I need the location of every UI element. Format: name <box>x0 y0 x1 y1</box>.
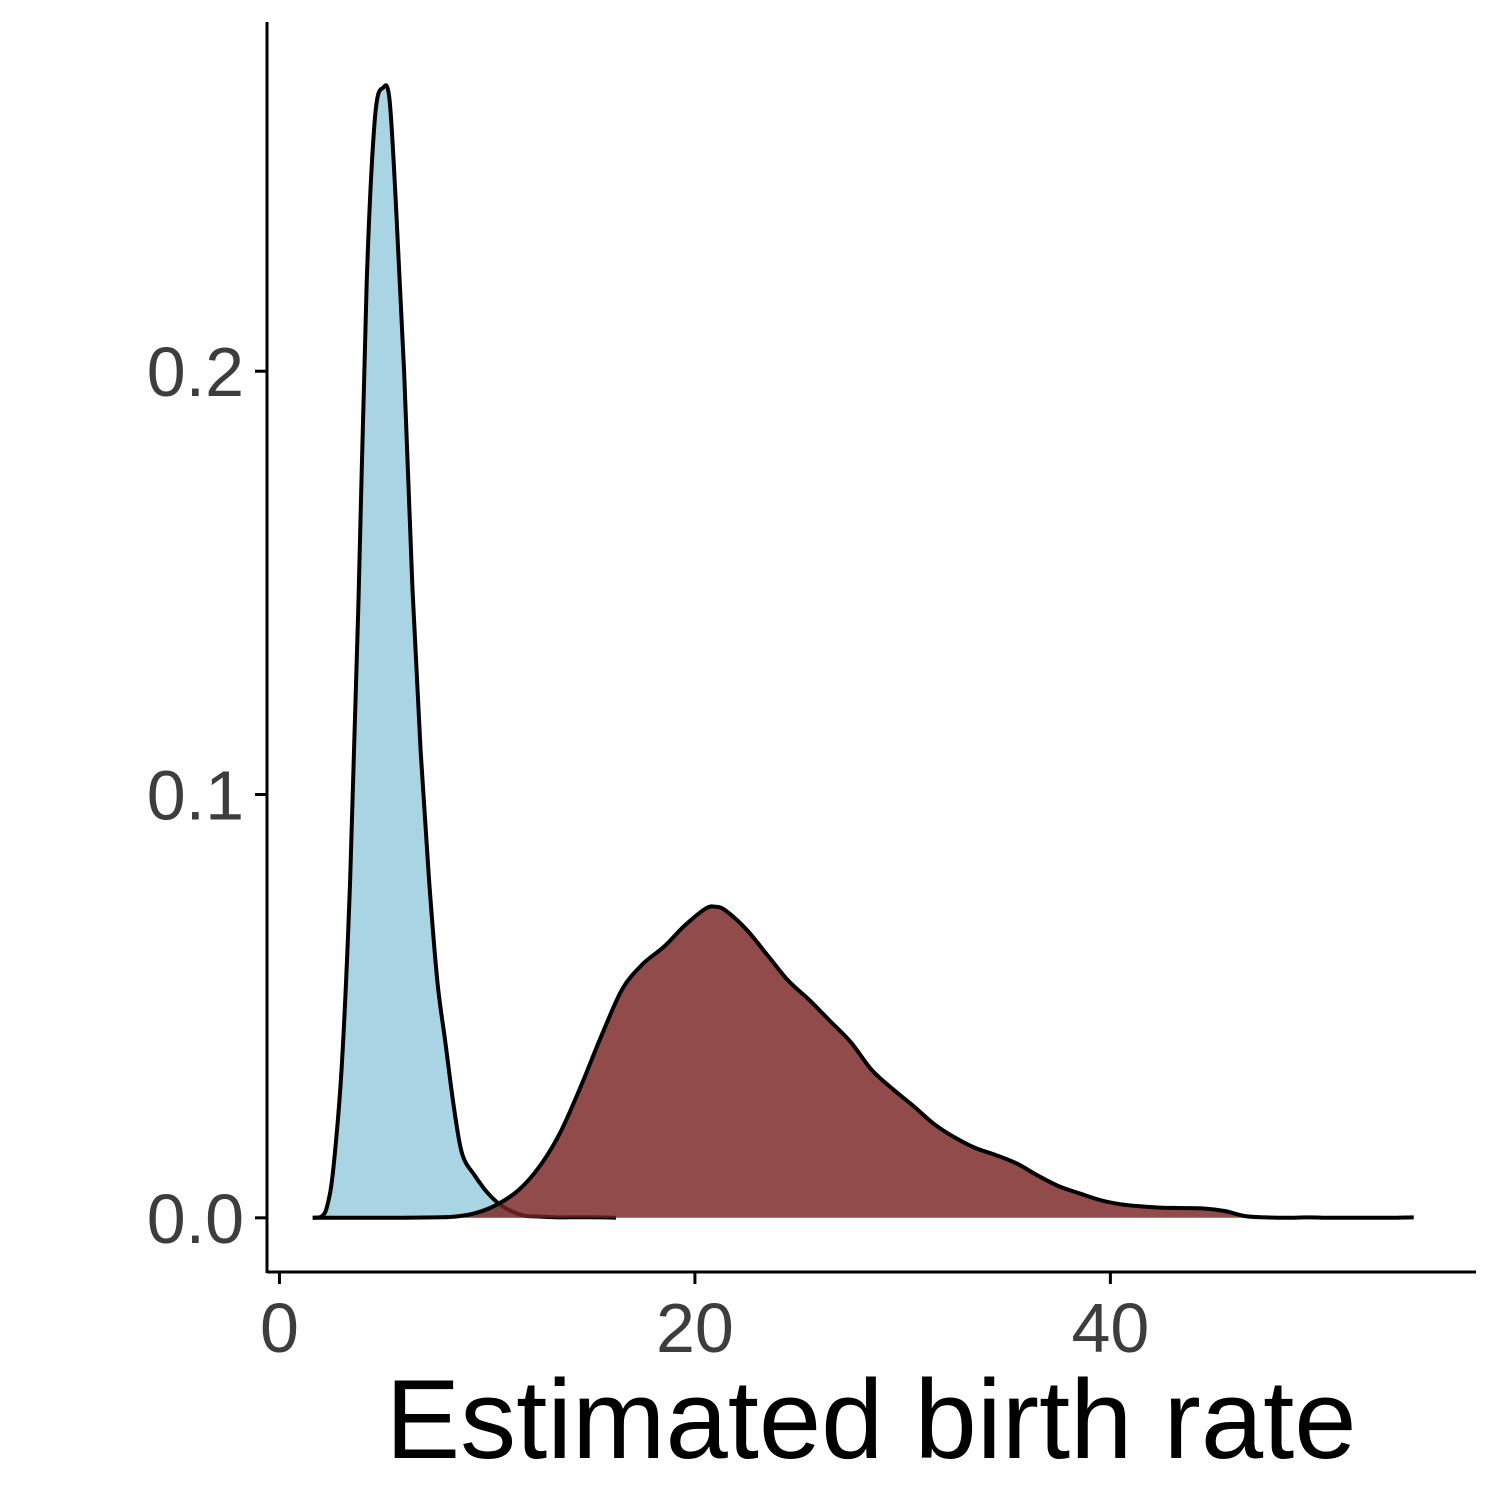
y-tick-label: 0.0 <box>147 1180 244 1258</box>
x-tick-label: 40 <box>1071 1289 1149 1367</box>
x-tick-label: 0 <box>260 1289 299 1367</box>
x-tick-label: 20 <box>656 1289 734 1367</box>
density-outline-2 <box>312 904 1414 1220</box>
series-layer <box>312 83 1414 1220</box>
y-tick-label: 0.1 <box>147 757 244 835</box>
x-axis-title: Estimated birth rate <box>385 1357 1356 1482</box>
tick-layer: 0 20 40 0.0 0.1 0.2 <box>147 333 1150 1367</box>
y-tick-label: 0.2 <box>147 333 244 411</box>
density-area-1 <box>312 85 616 1218</box>
